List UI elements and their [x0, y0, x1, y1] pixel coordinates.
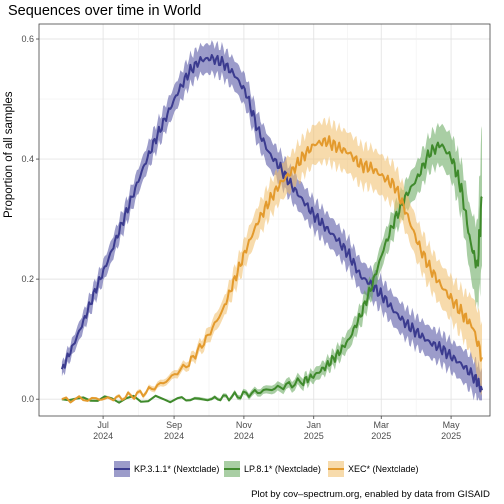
- legend-label: XEC* (Nextclade): [348, 464, 419, 474]
- legend-item: LP.8.1* (Nextclade): [224, 461, 321, 477]
- y-axis: 0.0 0.2 0.4 0.6: [21, 34, 39, 404]
- y-tick-label: 0.6: [21, 34, 34, 44]
- x-tick-year: 2025: [441, 431, 461, 441]
- x-tick-year: 2025: [371, 431, 391, 441]
- y-axis-label: Proportion of all samples: [3, 91, 15, 218]
- legend-label: KP.3.1.1* (Nextclade): [134, 464, 219, 474]
- confidence-bands: [61, 40, 483, 402]
- chart-title: Sequences over time in World: [8, 3, 202, 19]
- x-axis: Jul2024Sep2024Nov2024Jan2025Mar2025May20…: [93, 416, 461, 441]
- x-tick-label: Mar: [374, 420, 390, 430]
- x-tick-year: 2025: [304, 431, 324, 441]
- panel-border: [38, 23, 491, 417]
- confidence-band: [61, 115, 483, 402]
- x-tick-label: Jul: [97, 420, 109, 430]
- series-line: [61, 135, 483, 404]
- legend-item: KP.3.1.1* (Nextclade): [114, 461, 219, 477]
- series-line: [61, 141, 483, 404]
- y-tick-label: 0.2: [21, 274, 34, 284]
- x-tick-label: Nov: [236, 420, 253, 430]
- x-tick-label: May: [443, 420, 461, 430]
- panel-border: [38, 23, 491, 417]
- series-lines: [60, 54, 483, 404]
- legend-item: XEC* (Nextclade): [328, 461, 419, 477]
- legend-label: LP.8.1* (Nextclade): [244, 464, 321, 474]
- y-tick-label: 0.4: [21, 154, 34, 164]
- confidence-band: [61, 122, 483, 402]
- footer-credit: Plot by cov–spectrum.org, enabled by dat…: [251, 489, 490, 500]
- x-tick-year: 2024: [93, 431, 113, 441]
- x-tick-year: 2024: [164, 431, 184, 441]
- legend: KP.3.1.1* (Nextclade) LP.8.1* (Nextclade)…: [114, 461, 419, 477]
- grid-lines: [39, 24, 490, 416]
- y-tick-label: 0.0: [21, 394, 34, 404]
- series-line: [60, 54, 483, 393]
- x-tick-label: Jan: [306, 420, 321, 430]
- x-tick-year: 2024: [234, 431, 254, 441]
- x-tick-label: Sep: [166, 420, 182, 430]
